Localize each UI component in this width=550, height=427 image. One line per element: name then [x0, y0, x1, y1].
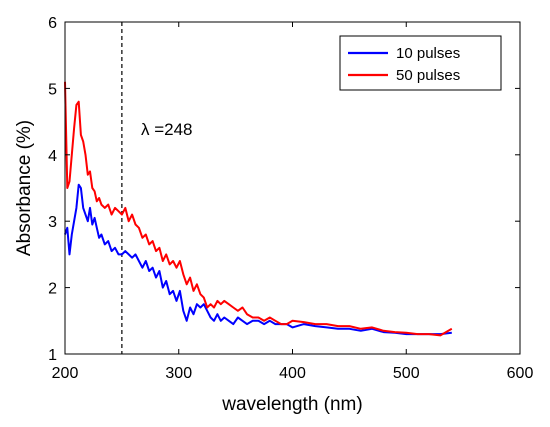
axes — [64, 21, 521, 355]
series-line-ten-pulses — [64, 183, 452, 336]
y-tick-label: 1 — [48, 347, 57, 364]
x-axis-label: wavelength (nm) — [221, 394, 362, 415]
y-tick-label: 4 — [48, 148, 57, 165]
y-tick-label: 2 — [48, 281, 57, 298]
x-tick-label: 300 — [165, 365, 192, 382]
legend-box — [339, 35, 502, 91]
x-tick-label: 600 — [507, 365, 534, 382]
x-tick-label: 500 — [393, 365, 420, 382]
annotation-text: λ =248 — [141, 120, 193, 139]
legend-label-ten-pulses: 10 pulses — [396, 45, 460, 62]
legend: 10 pulses 50 pulses — [339, 35, 502, 91]
series-line-fifty-pulses — [64, 81, 453, 337]
y-axis-label: Absorbance (%) — [14, 120, 35, 256]
legend-label-fifty-pulses: 50 pulses — [396, 67, 460, 84]
x-tick-label: 400 — [279, 365, 306, 382]
x-tick-label: 200 — [52, 365, 79, 382]
labels: 200 300 400 500 600 1 2 3 4 5 6 wavelength (nm) Abso… — [14, 15, 533, 415]
y-tick-label: 5 — [48, 81, 57, 98]
y-tick-label: 6 — [48, 15, 57, 32]
y-tick-label: 3 — [48, 214, 57, 231]
